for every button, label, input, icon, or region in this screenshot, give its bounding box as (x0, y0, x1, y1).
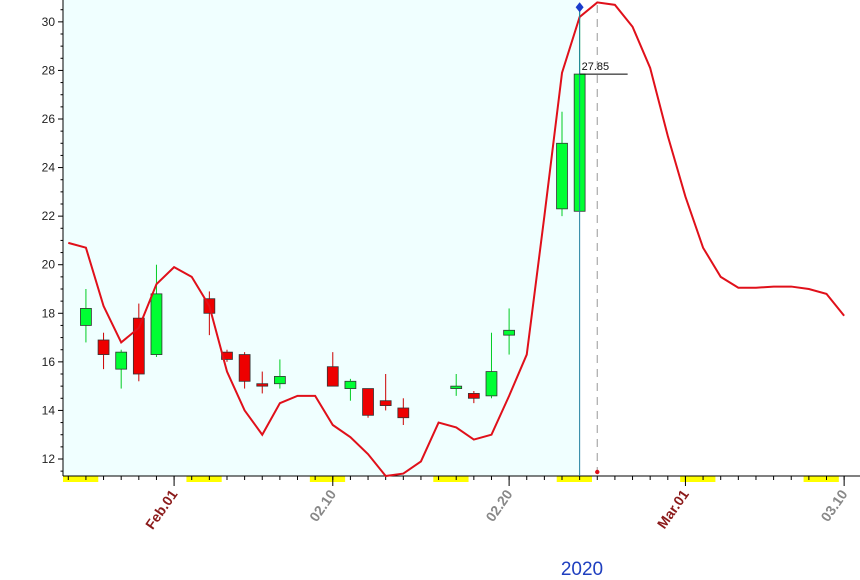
candle-body (397, 407, 410, 419)
candle-body (362, 388, 374, 416)
indicator-line (68, 1, 845, 478)
candle (238, 352, 251, 389)
candle-body (221, 351, 233, 360)
candle-body (467, 393, 480, 399)
indicator-polyline (68, 1, 845, 478)
y-tick-label: 16 (42, 355, 56, 369)
candle-body (450, 385, 463, 389)
candle-body (150, 293, 163, 355)
highlight-band (63, 476, 99, 482)
highlight-band (186, 476, 222, 482)
candle (503, 308, 515, 355)
candle (556, 111, 568, 217)
y-tick-label: 12 (42, 452, 56, 466)
candle (221, 349, 233, 362)
y-tick-label: 22 (42, 209, 56, 223)
candle-body (485, 371, 498, 397)
candle-body (274, 376, 286, 385)
y-tick-label: 18 (42, 306, 56, 320)
candle (150, 264, 163, 357)
candle-body (97, 339, 110, 355)
candle (450, 374, 463, 396)
candle (344, 378, 357, 401)
y-tick-label: 24 (42, 161, 56, 175)
candle (467, 391, 480, 404)
candle-body (238, 354, 251, 382)
candle-body (80, 308, 92, 326)
candle (485, 332, 498, 399)
candle (80, 289, 92, 343)
plot-background (63, 0, 580, 476)
current-marker: 27.85 (575, 2, 628, 476)
x-tick-label: 02.10 (306, 486, 339, 524)
x-axis: Feb.01 02.10 02.20 Mar.01 03.10 (63, 475, 860, 532)
candle (274, 359, 286, 389)
candle-body (344, 380, 357, 389)
candle (115, 349, 128, 389)
y-tick-label: 28 (42, 63, 56, 77)
candle (397, 398, 410, 425)
highlight-band (680, 476, 716, 482)
candle-body (556, 142, 568, 210)
highlight-band (803, 476, 839, 482)
plot-area (63, 0, 580, 476)
candle (97, 332, 110, 370)
candle (379, 374, 392, 411)
candle-body (503, 329, 515, 336)
highlight-band (556, 476, 592, 482)
candle (362, 388, 374, 418)
y-axis: 12 14 16 18 20 22 24 26 28 30 (42, 0, 64, 476)
candle-body (326, 366, 339, 387)
candle-body (115, 351, 128, 370)
candle-body (132, 317, 145, 375)
y-tick-label: 26 (42, 112, 56, 126)
candle-body (379, 400, 392, 406)
year-label: 2020 (561, 559, 603, 580)
candle-body (256, 383, 269, 387)
high-marker (575, 2, 584, 13)
highlight-band (309, 476, 346, 482)
highlight-band (433, 476, 469, 482)
x-tick-label: Feb.01 (142, 486, 181, 532)
x-tick-label: 03.10 (817, 486, 850, 524)
last-value-label: 27.85 (582, 61, 610, 73)
y-tick-label: 30 (42, 15, 56, 29)
candle (256, 371, 269, 394)
y-tick-label: 20 (42, 258, 56, 272)
y-tick-label: 14 (42, 403, 56, 417)
candle (326, 352, 339, 387)
bottom-highlight-bands (63, 476, 839, 482)
candle (132, 303, 145, 382)
x-tick-label: 02.20 (482, 486, 515, 524)
projection-dot (595, 469, 600, 475)
x-tick-label: Mar.01 (654, 486, 692, 531)
